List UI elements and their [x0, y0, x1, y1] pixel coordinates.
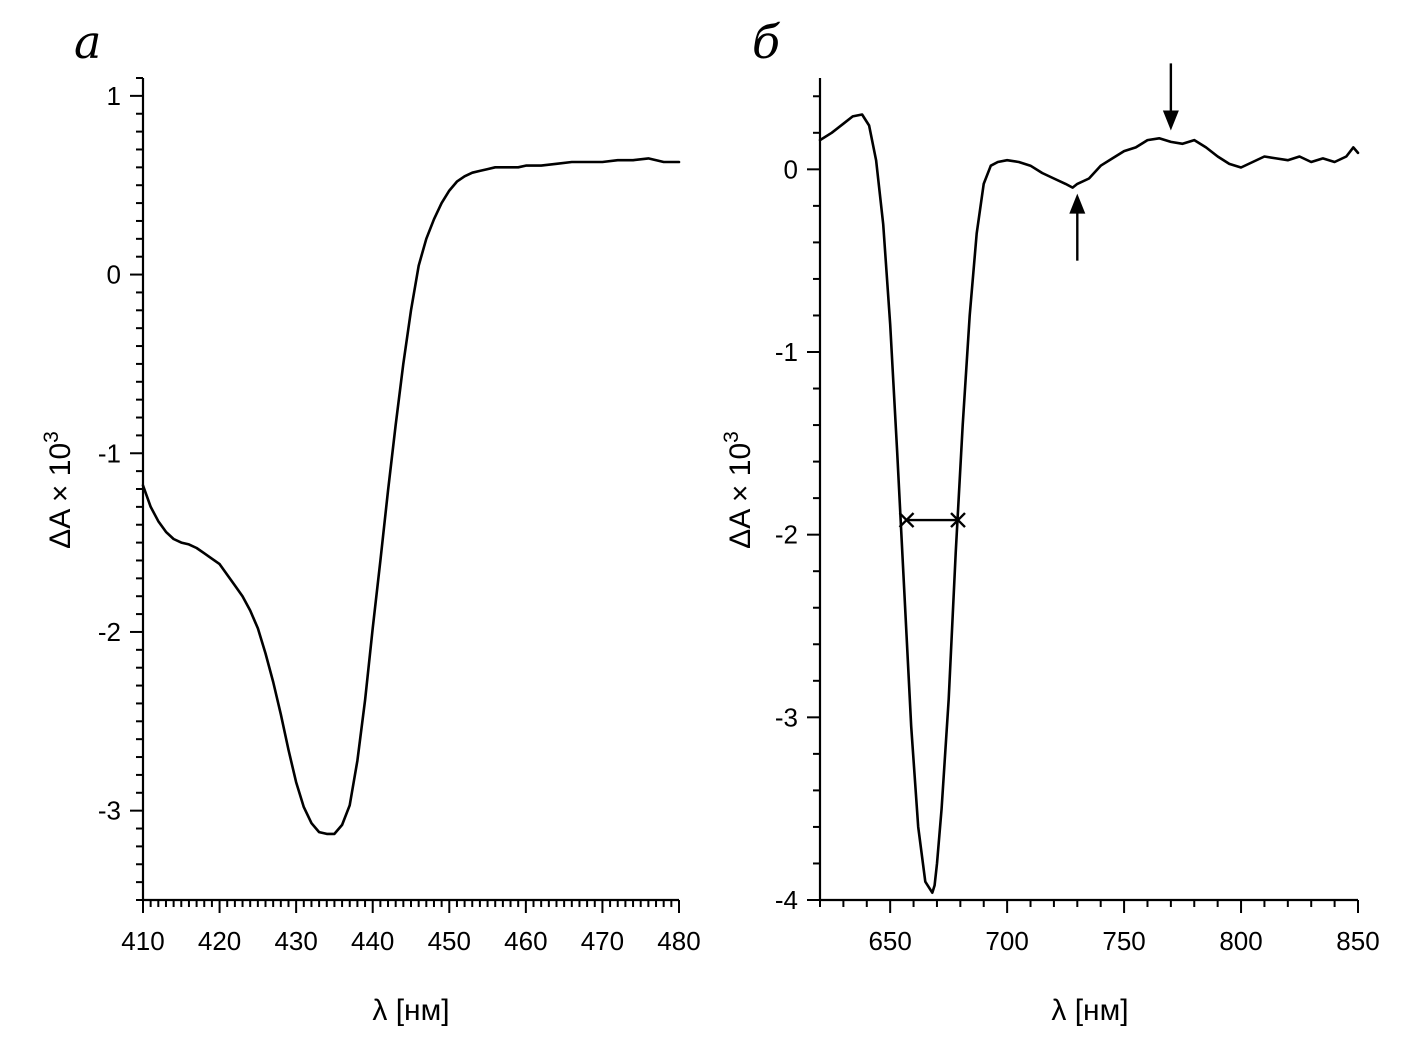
- y-axis-title-a-text: ΔA × 10: [44, 443, 77, 549]
- chart-panel-a: а 410 420 430 440 450 460 470 480 1 0 -1 -2 -3 λ [нм…: [40, 15, 701, 1027]
- ticks-b: [807, 95, 1359, 913]
- y-tick-label: -3: [98, 796, 121, 826]
- spectrum-line-b: [818, 113, 1360, 894]
- x-tick-label: 430: [274, 926, 317, 956]
- y-tick-label: 0: [784, 154, 798, 184]
- axes-a: [141, 78, 679, 902]
- y-axis-title-b-text: ΔA × 10: [724, 443, 757, 549]
- x-axis-title-b: λ [нм]: [1051, 994, 1128, 1027]
- fwhm-cross-mark: [898, 512, 915, 528]
- chart-panel-b: б 650 700 750 800 850 0 -1 -2 -3 -4 λ [нм] ΔA × 1…: [720, 15, 1380, 1027]
- arrow-up-head: [1069, 193, 1086, 214]
- y-tick-label: -1: [98, 438, 121, 468]
- y-tick-label: -4: [775, 885, 798, 915]
- tick-labels-b: 650 700 750 800 850 0 -1 -2 -3 -4: [775, 154, 1380, 956]
- y-axis-title-a: ΔA × 103: [40, 431, 77, 549]
- ticks-a: [130, 77, 680, 913]
- x-axis-title-a: λ [нм]: [372, 994, 449, 1027]
- x-tick-label: 450: [428, 926, 471, 956]
- y-axis-title-a-sup: 3: [40, 431, 63, 443]
- x-tick-label: 700: [985, 926, 1028, 956]
- spectrum-line-a: [141, 157, 681, 836]
- y-tick-label: -2: [775, 520, 798, 550]
- y-axis-title-b-sup: 3: [720, 431, 743, 443]
- y-tick-label: 0: [107, 260, 121, 290]
- arrow-down-head: [1162, 110, 1179, 131]
- x-tick-label: 470: [581, 926, 624, 956]
- x-tick-label: 460: [504, 926, 547, 956]
- x-tick-label: 800: [1219, 926, 1262, 956]
- y-tick-label: -3: [775, 702, 798, 732]
- x-tick-label: 420: [198, 926, 241, 956]
- y-tick-label: 1: [107, 81, 121, 111]
- panel-label-b: б: [752, 15, 781, 69]
- y-axis-title-b: ΔA × 103: [720, 431, 757, 549]
- y-tick-label: -1: [775, 337, 798, 367]
- x-tick-label: 480: [657, 926, 700, 956]
- fwhm-cross-mark: [950, 512, 966, 528]
- axes-b: [818, 78, 1358, 902]
- x-tick-label: 410: [121, 926, 164, 956]
- x-tick-label: 750: [1102, 926, 1145, 956]
- annotations-b: [898, 63, 1179, 528]
- x-tick-label: 650: [868, 926, 911, 956]
- x-tick-label: 850: [1336, 926, 1379, 956]
- x-tick-label: 440: [351, 926, 394, 956]
- tick-labels-a: 410 420 430 440 450 460 470 480 1 0 -1 -2 -3: [98, 81, 701, 956]
- panel-label-a: а: [74, 15, 101, 69]
- y-tick-label: -2: [98, 617, 121, 647]
